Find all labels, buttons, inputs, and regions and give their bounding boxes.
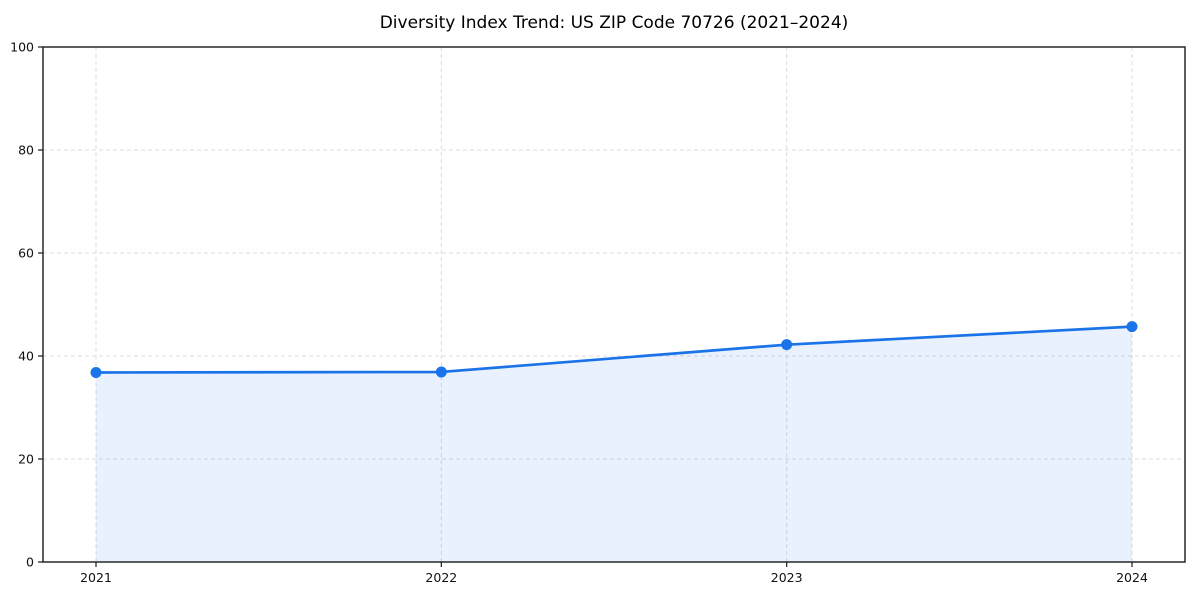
y-tick-label-80: 80	[18, 143, 34, 158]
x-tick-label-2023: 2023	[771, 570, 803, 585]
plot-border	[42, 46, 1186, 563]
y-tick-label-20: 20	[18, 452, 34, 467]
x-tick-label-2021: 2021	[80, 570, 112, 585]
y-tick-label-60: 60	[18, 246, 34, 261]
y-tick-label-100: 100	[10, 40, 34, 55]
chart-title: Diversity Index Trend: US ZIP Code 70726…	[379, 13, 849, 33]
x-tick-label-2024: 2024	[1116, 570, 1148, 585]
y-tick-label-0: 0	[26, 555, 34, 570]
trend-line	[94, 325, 1134, 374]
data-point-2021	[90, 366, 102, 378]
data-point-2024	[1126, 321, 1138, 333]
y-tick-label-40: 40	[18, 349, 34, 364]
x-tick-label-2022: 2022	[425, 570, 457, 585]
data-point-2022	[435, 366, 447, 378]
area-fill	[96, 326, 1132, 562]
data-point-2023	[781, 339, 793, 351]
